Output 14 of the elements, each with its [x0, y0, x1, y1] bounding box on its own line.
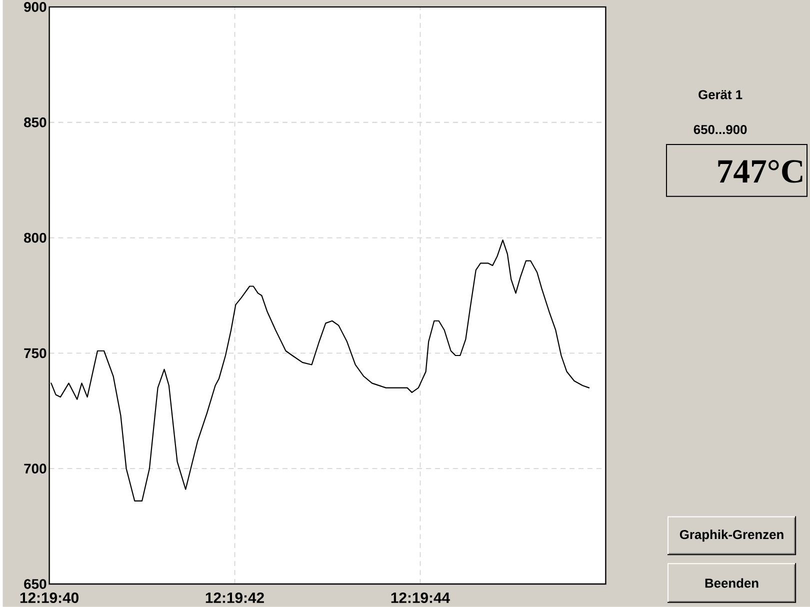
text: 650...900 [694, 125, 747, 134]
x-tick-label: 12:19:42 [206, 592, 264, 604]
y-tick-label: 700 [24, 464, 46, 474]
text: Gerät 1 [698, 90, 742, 100]
text: Graphik-Grenzen [680, 530, 784, 542]
text: Beenden [705, 578, 758, 588]
y-tick-label: 900 [24, 2, 46, 12]
text: 747°C [718, 160, 802, 183]
x-tick-label: 12:19:40 [20, 592, 78, 604]
y-tick-label: 650 [24, 579, 46, 589]
y-tick-label: 850 [24, 117, 46, 128]
x-tick-label: 12:19:44 [391, 592, 450, 604]
y-tick-label: 750 [24, 348, 46, 358]
y-tick-label: 800 [24, 232, 46, 243]
